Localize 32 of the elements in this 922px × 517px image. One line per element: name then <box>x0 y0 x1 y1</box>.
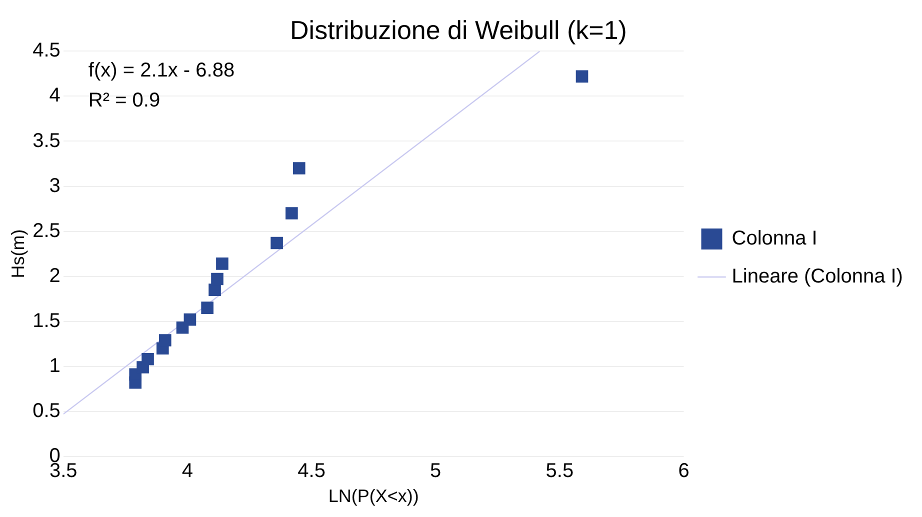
x-tick-label: 4 <box>182 460 194 482</box>
legend-label: Colonna I <box>732 228 818 250</box>
point <box>142 352 154 366</box>
point <box>211 272 224 286</box>
point <box>270 236 283 250</box>
y-tick-label: 3 <box>49 174 60 197</box>
point <box>158 334 172 346</box>
point <box>184 313 196 326</box>
point <box>216 258 228 270</box>
x-tick-label: 5.5 <box>546 460 574 482</box>
legend-label: Lineare (Colonna I) <box>732 266 903 288</box>
chart-title: Distribuzione di Weibull (k=1) <box>290 14 627 45</box>
y-tick-label: 0.5 <box>32 400 60 422</box>
point <box>201 302 214 314</box>
point <box>292 162 306 174</box>
y-tick-label: 2.5 <box>32 220 60 242</box>
x-tick-label: 4.5 <box>298 460 326 482</box>
annotation: R² = 0.9 <box>88 90 160 112</box>
y-axis-title: Hs(m) <box>8 229 28 278</box>
y-tick-label: 1.5 <box>32 310 60 332</box>
x-axis-title: LN(P(X<x)) <box>328 486 419 506</box>
y-tick-label: 1 <box>49 354 60 377</box>
annotation: f(x) = 2.1x - 6.88 <box>88 60 235 82</box>
y-tick-label: 4.5 <box>32 40 60 62</box>
point <box>208 284 221 296</box>
y-tick-label: 3.5 <box>32 130 60 152</box>
x-tick-label: 5 <box>430 460 442 482</box>
point <box>286 207 298 220</box>
y-tick-label: 4 <box>49 84 60 107</box>
y-tick-label: 2 <box>49 264 60 287</box>
point <box>576 70 588 83</box>
x-tick-label: 6 <box>678 460 690 482</box>
